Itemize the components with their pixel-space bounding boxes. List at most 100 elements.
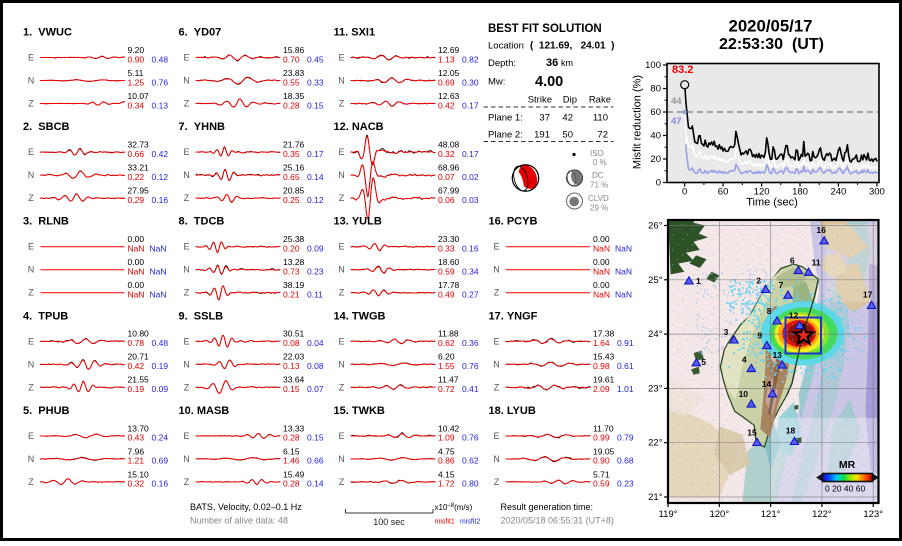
- svg-text:42: 42: [562, 113, 573, 124]
- svg-text:2.09: 2.09: [593, 384, 610, 394]
- svg-text:0.79: 0.79: [617, 433, 634, 443]
- svg-text:0.16: 0.16: [152, 479, 169, 489]
- svg-text:13: 13: [772, 350, 782, 360]
- svg-text:32.73: 32.73: [128, 140, 150, 150]
- svg-text:Z: Z: [494, 382, 500, 392]
- svg-text:km: km: [561, 58, 573, 68]
- svg-text:10.42: 10.42: [438, 423, 460, 433]
- svg-text:13.28: 13.28: [283, 257, 305, 267]
- svg-text:NaN: NaN: [150, 267, 167, 277]
- svg-text:0.34: 0.34: [462, 267, 479, 277]
- svg-text:BATS, Velocity, 0.02–0.1 Hz: BATS, Velocity, 0.02–0.1 Hz: [190, 502, 302, 512]
- svg-text:0.33: 0.33: [307, 77, 324, 87]
- svg-text:misfit1: misfit1: [435, 519, 455, 526]
- svg-text:0.55: 0.55: [283, 77, 300, 87]
- svg-text:1.46: 1.46: [283, 456, 300, 466]
- svg-text:6.20: 6.20: [438, 352, 455, 362]
- svg-text:Z: Z: [28, 193, 34, 203]
- svg-text:0.42: 0.42: [152, 149, 169, 159]
- svg-text:8. TDCB: 8. TDCB: [179, 216, 225, 228]
- svg-text:Z: Z: [494, 288, 500, 298]
- svg-text:0.00: 0.00: [128, 257, 145, 267]
- svg-text:Z: Z: [339, 99, 345, 109]
- svg-text:0.25: 0.25: [283, 195, 300, 205]
- svg-text:1.25: 1.25: [128, 77, 145, 87]
- svg-text:0.12: 0.12: [152, 172, 169, 182]
- svg-text:1.13: 1.13: [438, 54, 455, 64]
- svg-text:20.85: 20.85: [283, 186, 305, 196]
- svg-text:11.47: 11.47: [438, 375, 459, 385]
- svg-text:6.15: 6.15: [283, 446, 300, 456]
- svg-text:NaN: NaN: [128, 267, 145, 277]
- svg-text:0.36: 0.36: [462, 338, 479, 348]
- svg-text:44: 44: [671, 96, 682, 107]
- svg-text:Z: Z: [28, 382, 34, 392]
- svg-text:Mw:: Mw:: [488, 77, 505, 88]
- svg-text:11.70: 11.70: [593, 423, 614, 433]
- svg-text:23°: 23°: [648, 383, 663, 394]
- svg-text:8: 8: [767, 306, 772, 316]
- svg-text:21°: 21°: [648, 492, 663, 503]
- svg-text:0.35: 0.35: [283, 149, 300, 159]
- svg-text:22°: 22°: [648, 438, 663, 449]
- svg-text:Z: Z: [339, 288, 345, 298]
- svg-text:67.99: 67.99: [438, 186, 460, 196]
- svg-text:N: N: [28, 76, 35, 86]
- svg-text:18. LYUB: 18. LYUB: [489, 405, 536, 417]
- svg-text:Z: Z: [28, 288, 34, 298]
- svg-text:0: 0: [656, 178, 661, 189]
- svg-text:0.04: 0.04: [307, 338, 324, 348]
- svg-text:47: 47: [671, 116, 682, 127]
- svg-text:26°: 26°: [648, 221, 663, 232]
- svg-text:N: N: [493, 454, 500, 464]
- svg-text:N: N: [28, 359, 35, 369]
- svg-text:0.59: 0.59: [593, 479, 610, 489]
- svg-text:80: 80: [650, 84, 661, 95]
- svg-text:0.86: 0.86: [438, 456, 455, 466]
- svg-text:0.41: 0.41: [462, 384, 479, 394]
- svg-text:Misfit reduction (%): Misfit reduction (%): [632, 75, 644, 169]
- svg-text:0.76: 0.76: [152, 77, 169, 87]
- svg-text:0.00: 0.00: [128, 234, 145, 244]
- svg-text:0.76: 0.76: [462, 433, 479, 443]
- svg-text:9: 9: [757, 331, 762, 341]
- svg-text:E: E: [338, 147, 344, 157]
- svg-text:191: 191: [534, 130, 550, 141]
- svg-text:Depth:: Depth:: [488, 58, 516, 69]
- svg-text:E: E: [493, 431, 499, 441]
- svg-text:120°: 120°: [709, 509, 729, 520]
- svg-text:12. NACB: 12. NACB: [334, 121, 384, 133]
- svg-text:Z: Z: [28, 99, 34, 109]
- svg-text:6: 6: [790, 256, 795, 266]
- svg-text:33.64: 33.64: [283, 375, 305, 385]
- svg-text:20: 20: [650, 154, 661, 165]
- svg-text:15.49: 15.49: [283, 469, 305, 479]
- svg-text:72: 72: [597, 130, 608, 141]
- svg-text:0.69: 0.69: [152, 456, 169, 466]
- svg-text:E: E: [28, 336, 34, 346]
- svg-text:Time (sec): Time (sec): [746, 197, 798, 209]
- svg-text:BEST FIT SOLUTION: BEST FIT SOLUTION: [488, 23, 602, 35]
- svg-text:5.11: 5.11: [128, 68, 144, 78]
- svg-text:25.38: 25.38: [283, 234, 305, 244]
- svg-text:E: E: [28, 53, 34, 63]
- svg-text:29 %: 29 %: [590, 204, 608, 213]
- svg-text:12: 12: [789, 311, 799, 321]
- svg-text:1: 1: [696, 276, 701, 286]
- svg-text:E: E: [28, 147, 34, 157]
- svg-text:9. SSLB: 9. SSLB: [179, 310, 224, 322]
- svg-text:0.42: 0.42: [438, 100, 455, 110]
- svg-text:2020/05/18 06:55:31 (UT+8): 2020/05/18 06:55:31 (UT+8): [501, 516, 614, 526]
- svg-text:4. TPUB: 4. TPUB: [23, 310, 68, 322]
- svg-text:38.19: 38.19: [283, 280, 305, 290]
- svg-text:0.73: 0.73: [283, 267, 300, 277]
- svg-text:0.15: 0.15: [283, 384, 300, 394]
- svg-text:Dip: Dip: [563, 95, 577, 106]
- svg-text:E: E: [183, 431, 189, 441]
- svg-text:0.16: 0.16: [152, 195, 169, 205]
- svg-text:0: 0: [682, 187, 687, 198]
- svg-text:0.17: 0.17: [462, 100, 479, 110]
- svg-text:0.65: 0.65: [283, 172, 300, 182]
- svg-text:NaN: NaN: [615, 290, 632, 300]
- svg-text:5: 5: [701, 357, 706, 367]
